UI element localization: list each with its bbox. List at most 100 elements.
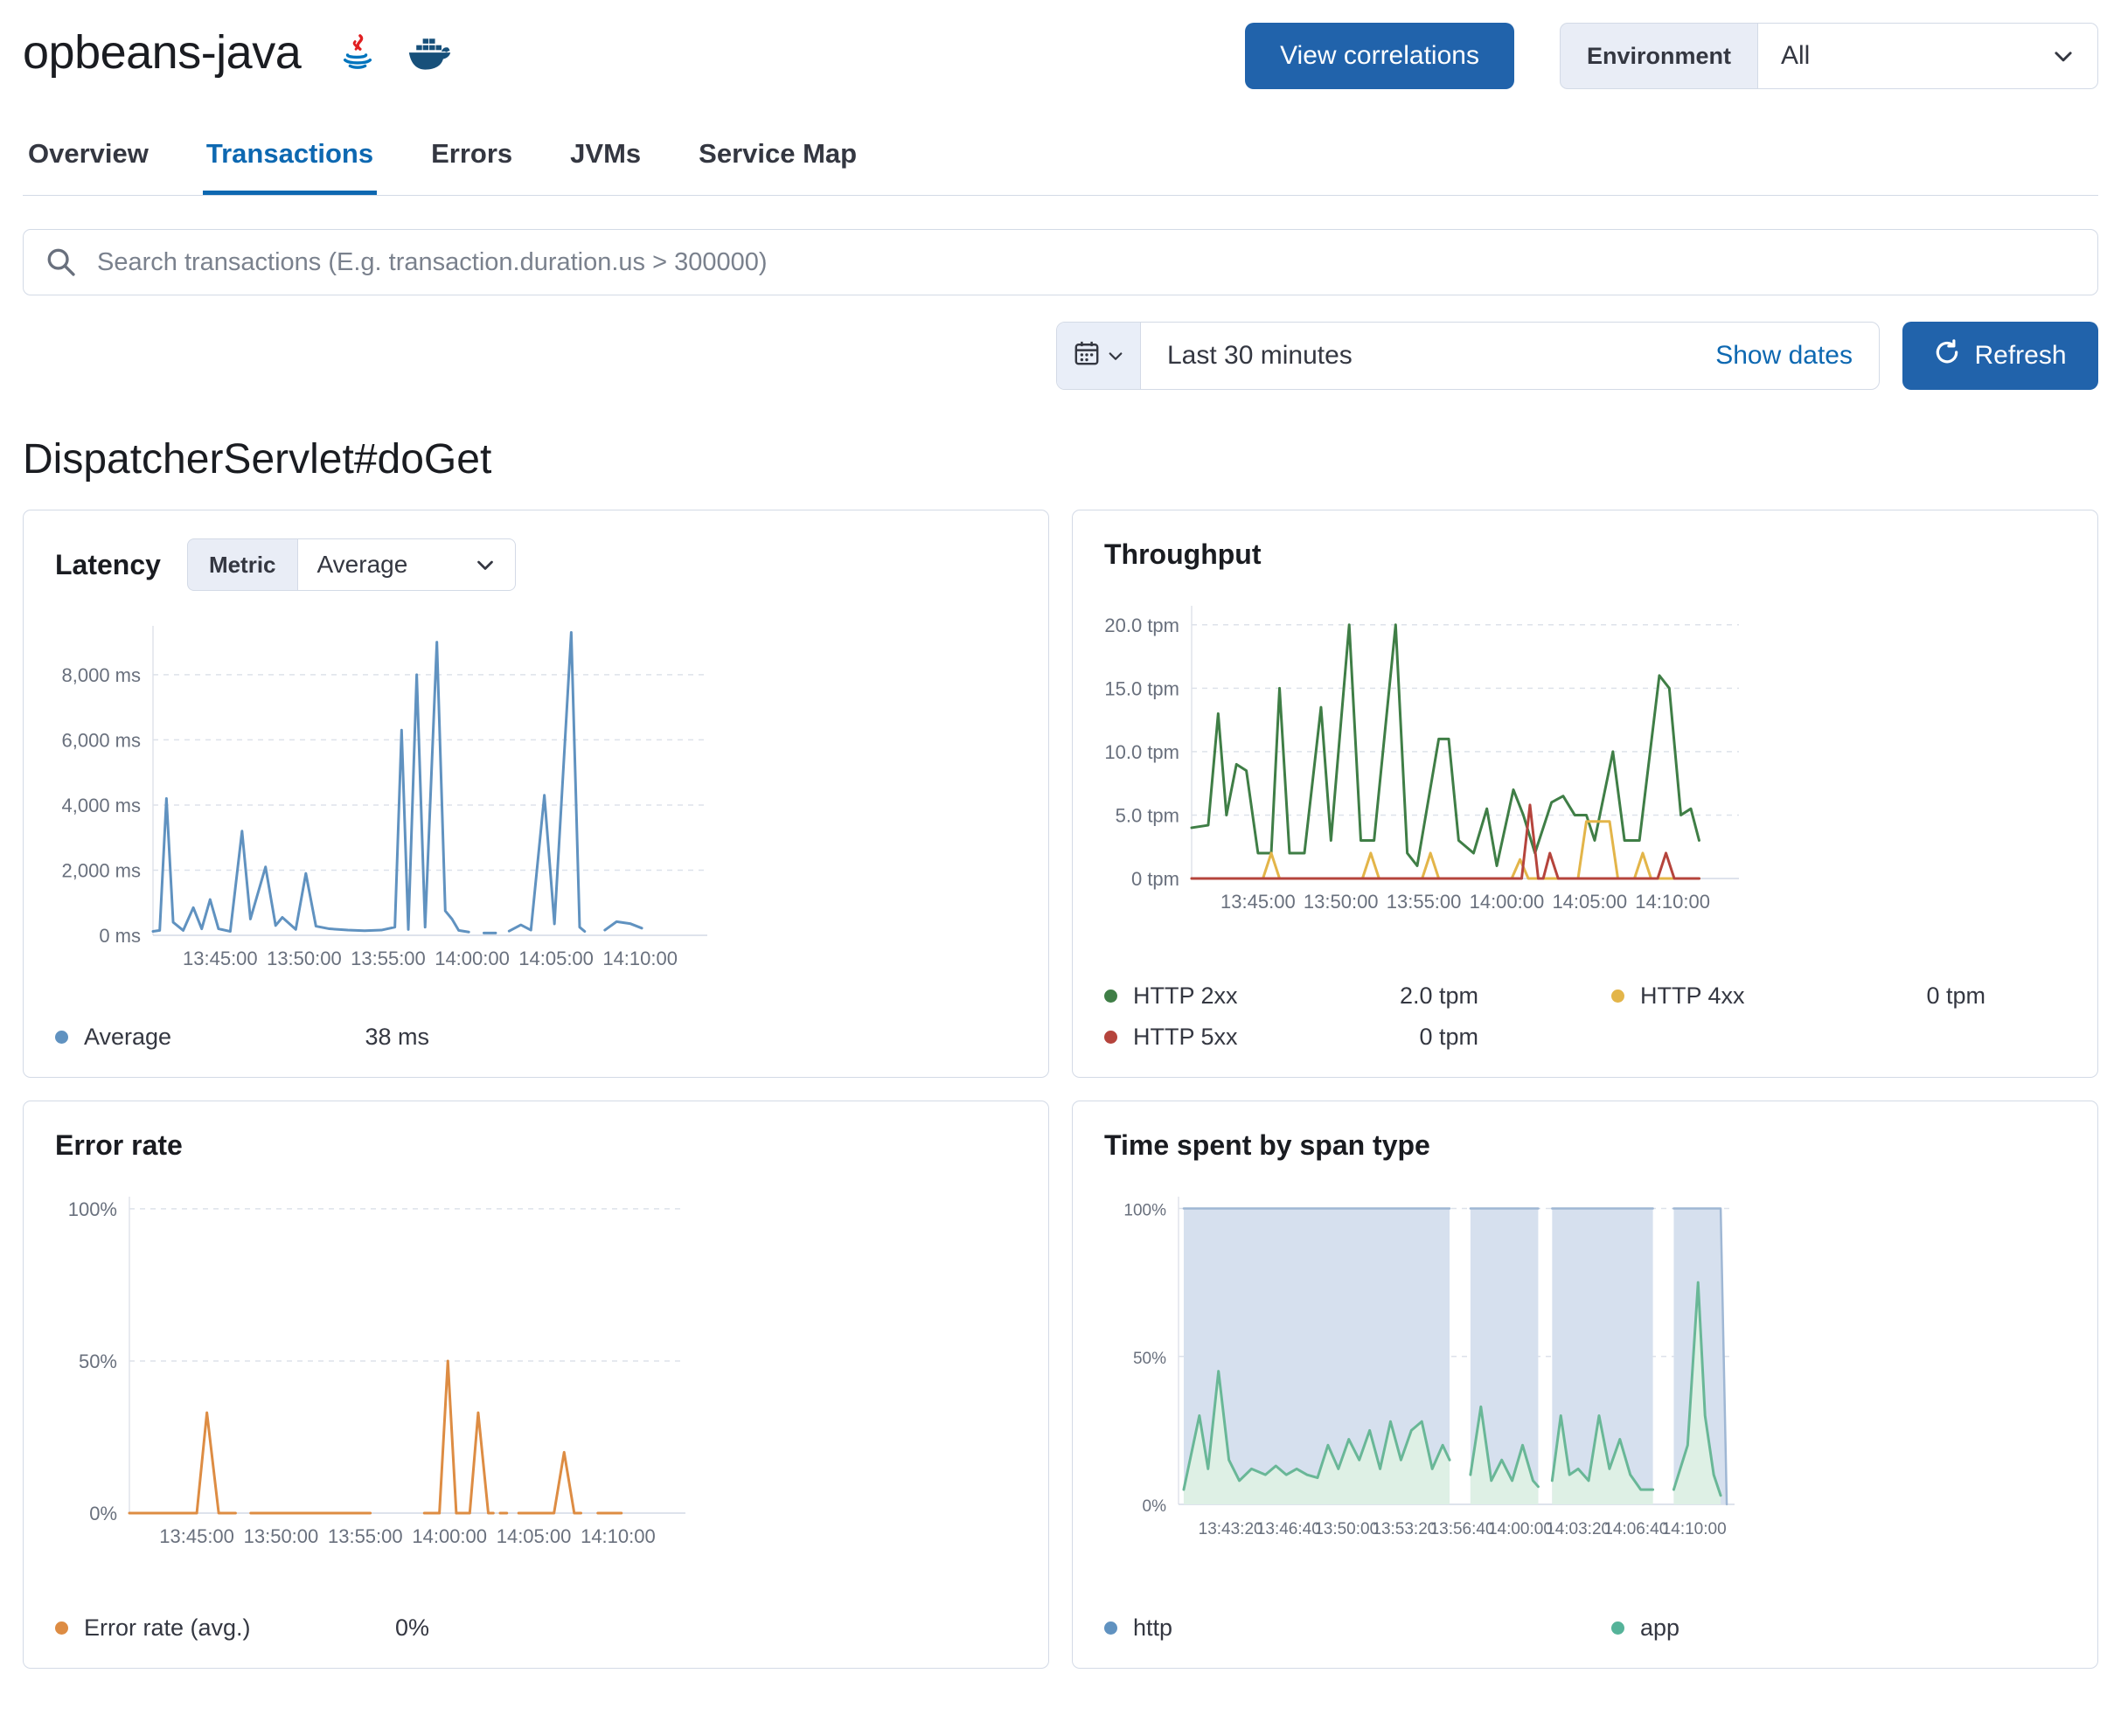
svg-text:13:43:20: 13:43:20 [1199, 1520, 1263, 1538]
legend-label: HTTP 2xx [1133, 983, 1238, 1009]
java-icon [337, 33, 378, 80]
tab-transactions[interactable]: Transactions [202, 126, 378, 195]
service-tabs: Overview Transactions Errors JVMs Servic… [23, 126, 2098, 196]
svg-text:13:46:40: 13:46:40 [1256, 1520, 1321, 1538]
time-spent-legend: http app [1104, 1590, 2066, 1642]
svg-text:14:06:40: 14:06:40 [1603, 1520, 1668, 1538]
tab-service-map[interactable]: Service Map [699, 138, 858, 169]
legend-label: HTTP 5xx [1133, 1024, 1238, 1050]
throughput-legend: HTTP 2xx 2.0 tpm HTTP 4xx 0 tpm HTTP 5xx… [1104, 958, 2066, 1051]
legend-item[interactable]: HTTP 5xx 0 tpm [1104, 1024, 1559, 1051]
legend-item[interactable]: HTTP 2xx 2.0 tpm [1104, 983, 1559, 1010]
legend-value: 0 tpm [1926, 983, 1985, 1009]
svg-text:14:10:00: 14:10:00 [1635, 891, 1710, 913]
svg-text:13:45:00: 13:45:00 [183, 948, 258, 969]
tab-errors[interactable]: Errors [431, 138, 513, 169]
latency-legend: Average 38 ms [55, 999, 1017, 1051]
svg-text:4,000 ms: 4,000 ms [62, 795, 142, 816]
legend-label: Error rate (avg.) [84, 1614, 251, 1641]
svg-text:13:45:00: 13:45:00 [1220, 891, 1296, 913]
refresh-button[interactable]: Refresh [1902, 322, 2098, 390]
search-icon [45, 247, 77, 284]
page-header: opbeans-java [23, 19, 2098, 89]
svg-text:50%: 50% [1133, 1350, 1166, 1368]
tab-jvms[interactable]: JVMs [570, 138, 642, 169]
legend-item[interactable]: http [1104, 1614, 1559, 1642]
time-spent-chart[interactable]: 0% 50% 100% 13:43:20 13:46:40 13:50:00 13:53:2… [1104, 1188, 2066, 1545]
legend-item[interactable]: app [1611, 1614, 2066, 1642]
search-transactions-input[interactable] [23, 229, 2098, 295]
error-rate-chart[interactable]: 0% 50% 100% 13:45:00 13:50:00 13:55:00 14:00:0… [55, 1188, 1017, 1554]
environment-value[interactable]: All [1757, 23, 2098, 89]
environment-label: Environment [1559, 23, 1757, 89]
svg-text:14:00:00: 14:00:00 [435, 948, 510, 969]
panel-throughput: Throughput 0 tpm 5.0 tpm 10.0 tpm 15.0 tpm 2… [1072, 510, 2098, 1078]
error-rate-legend: Error rate (avg.) 0% [55, 1590, 1017, 1642]
series-dot [1104, 990, 1117, 1003]
svg-text:14:00:00: 14:00:00 [1488, 1520, 1553, 1538]
show-dates-link[interactable]: Show dates [1715, 341, 1853, 370]
svg-text:14:05:00: 14:05:00 [1552, 891, 1627, 913]
svg-text:100%: 100% [1123, 1202, 1166, 1220]
throughput-chart[interactable]: 0 tpm 5.0 tpm 10.0 tpm 15.0 tpm 20.0 tpm 13:4… [1104, 597, 2066, 920]
metric-selected-option: Average [316, 551, 408, 578]
svg-text:14:10:00: 14:10:00 [581, 1525, 656, 1547]
series-dot [1611, 1621, 1624, 1635]
svg-text:13:50:00: 13:50:00 [1314, 1520, 1379, 1538]
svg-text:13:56:40: 13:56:40 [1430, 1520, 1495, 1538]
legend-value: 38 ms [365, 1024, 429, 1050]
legend-value: 2.0 tpm [1399, 983, 1478, 1009]
svg-text:100%: 100% [68, 1198, 117, 1220]
time-spent-title: Time spent by span type [1104, 1129, 1430, 1161]
svg-text:15.0 tpm: 15.0 tpm [1104, 677, 1179, 699]
error-rate-title: Error rate [55, 1129, 183, 1161]
metric-label: Metric [186, 538, 297, 591]
svg-text:10.0 tpm: 10.0 tpm [1104, 741, 1179, 763]
docker-icon [407, 36, 453, 77]
transaction-name-title: DispatcherServlet#doGet [23, 436, 492, 483]
refresh-label: Refresh [1974, 341, 2067, 370]
series-dot [55, 1031, 68, 1044]
legend-item[interactable]: Average 38 ms [55, 1024, 510, 1051]
apm-service-page: opbeans-java [23, 19, 2098, 1669]
legend-item[interactable]: Error rate (avg.) 0% [55, 1614, 510, 1642]
tab-overview[interactable]: Overview [28, 138, 149, 169]
latency-title: Latency [55, 548, 161, 580]
svg-text:8,000 ms: 8,000 ms [62, 664, 142, 686]
svg-text:50%: 50% [79, 1351, 117, 1372]
legend-value: 0 tpm [1419, 1024, 1478, 1050]
latency-metric-select[interactable]: Metric Average [186, 538, 516, 591]
series-dot [1104, 1621, 1117, 1635]
series-dot [1104, 1031, 1117, 1044]
time-range-value[interactable]: Last 30 minutes [1167, 341, 1353, 370]
panel-time-spent: Time spent by span type 0% 50% 100% 13:43:2… [1072, 1101, 2098, 1669]
svg-text:14:00:00: 14:00:00 [412, 1525, 487, 1547]
date-picker-row: Last 30 minutes Show dates Refresh [23, 322, 2098, 390]
svg-text:14:05:00: 14:05:00 [497, 1525, 572, 1547]
svg-text:20.0 tpm: 20.0 tpm [1104, 615, 1179, 636]
calendar-icon [1074, 340, 1100, 372]
view-correlations-button[interactable]: View correlations [1245, 23, 1514, 89]
metric-value[interactable]: Average [296, 538, 516, 591]
panel-error-rate: Error rate 0% 50% 100% 13:45:00 13:50:00 13:5… [23, 1101, 1049, 1669]
svg-text:13:55:00: 13:55:00 [328, 1525, 403, 1547]
agent-icons [337, 24, 453, 80]
svg-text:14:10:00: 14:10:00 [602, 948, 678, 969]
environment-select[interactable]: Environment All [1559, 23, 2098, 89]
search-bar [23, 229, 2098, 295]
svg-text:0 ms: 0 ms [99, 925, 141, 947]
super-date-picker: Last 30 minutes Show dates [1056, 322, 1880, 390]
legend-label: http [1133, 1614, 1173, 1641]
svg-text:14:00:00: 14:00:00 [1470, 891, 1545, 913]
svg-text:6,000 ms: 6,000 ms [62, 729, 142, 751]
calendar-menu-button[interactable] [1057, 323, 1141, 389]
svg-text:2,000 ms: 2,000 ms [62, 859, 142, 881]
svg-text:13:50:00: 13:50:00 [1304, 891, 1379, 913]
environment-selected-option: All [1781, 41, 1811, 70]
chevron-down-icon [475, 554, 496, 575]
latency-chart[interactable]: 0 ms 2,000 ms 4,000 ms 6,000 ms 8,000 ms 13:4… [55, 617, 1017, 976]
svg-text:0%: 0% [1143, 1497, 1167, 1516]
charts-grid: Latency Metric Average 0 ms 2,000 ms 4,000… [23, 510, 2098, 1669]
svg-text:5.0 tpm: 5.0 tpm [1116, 804, 1179, 826]
legend-item[interactable]: HTTP 4xx 0 tpm [1611, 983, 2066, 1010]
